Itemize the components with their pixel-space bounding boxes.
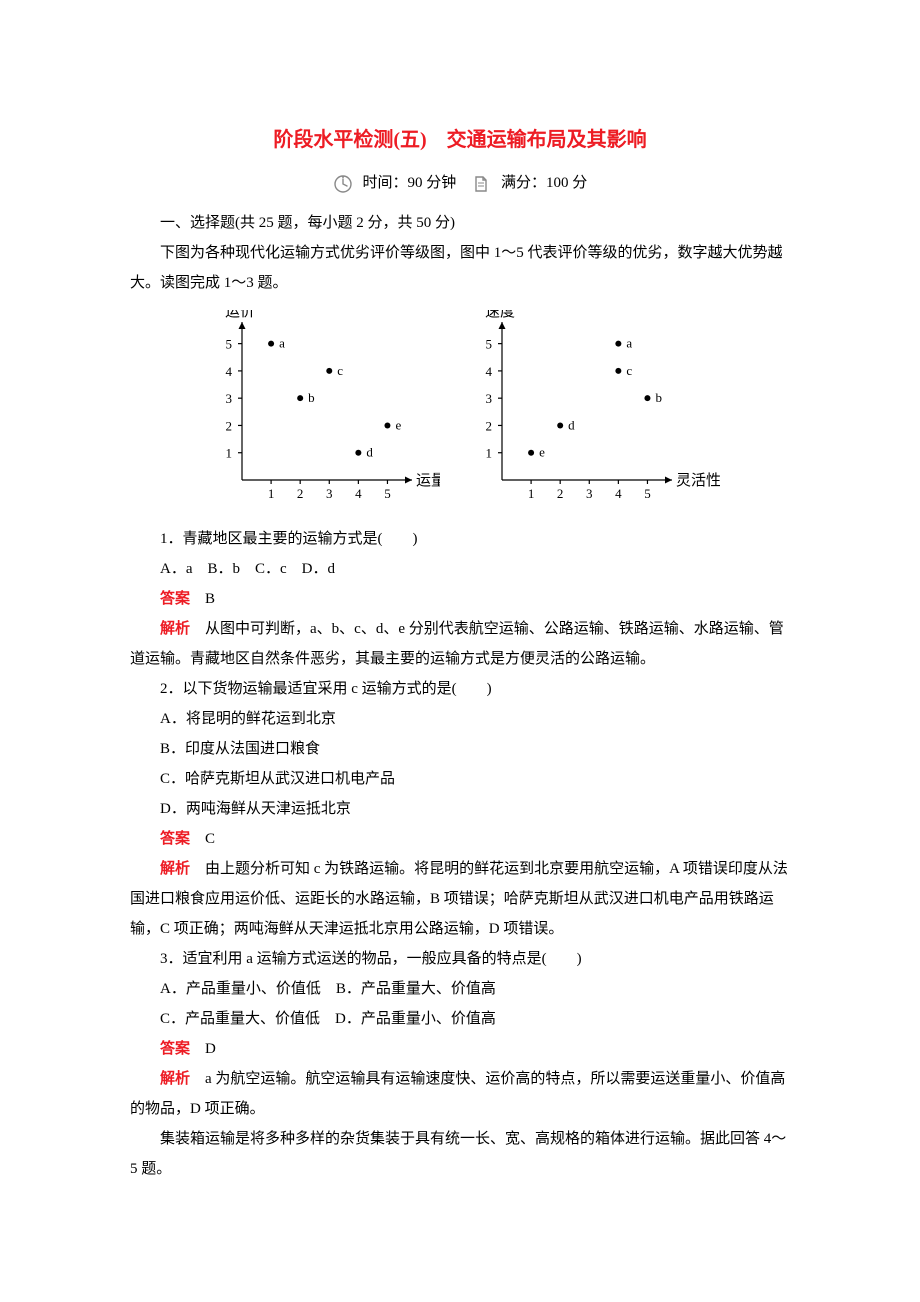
svg-text:a: a xyxy=(279,336,285,351)
svg-text:b: b xyxy=(308,390,315,405)
paper-icon xyxy=(471,174,491,194)
q2-stem: 2．以下货物运输最适宜采用 c 运输方式的是( ) xyxy=(130,674,790,704)
svg-text:运价: 运价 xyxy=(225,310,255,320)
q2-explain: 解析 由上题分析可知 c 为铁路运输。将昆明的鲜花运到北京要用航空运输，A 项错… xyxy=(130,854,790,944)
meta-line: 时间：90 分钟 满分：100 分 xyxy=(130,168,790,198)
answer-label: 答案 xyxy=(160,831,190,847)
charts-container: 1 2 3 4 5 1 2 3 4 5 运价运量 a b c d e 1 2 3 4 5 1 2 3 4 5 速度灵活性 a b c d e xyxy=(130,310,790,510)
svg-text:4: 4 xyxy=(226,364,233,379)
svg-text:d: d xyxy=(366,445,373,460)
answer-value: B xyxy=(190,591,215,607)
explain-text: a 为航空运输。航空运输具有运输速度快、运价高的特点，所以需要运送重量小、价值高… xyxy=(130,1071,785,1117)
q2-opt-a: A．将昆明的鲜花运到北京 xyxy=(130,704,790,734)
answer-label: 答案 xyxy=(160,1041,190,1057)
explain-label: 解析 xyxy=(160,1071,190,1087)
svg-text:3: 3 xyxy=(326,486,333,501)
svg-text:速度: 速度 xyxy=(485,310,515,320)
svg-text:4: 4 xyxy=(615,486,622,501)
q1-explain: 解析 从图中可判断，a、b、c、d、e 分别代表航空运输、公路运输、铁路运输、水… xyxy=(130,614,790,674)
q2-answer: 答案 C xyxy=(130,824,790,854)
chart-right: 1 2 3 4 5 1 2 3 4 5 速度灵活性 a b c d e xyxy=(460,310,720,510)
q1-stem: 1．青藏地区最主要的运输方式是( ) xyxy=(130,524,790,554)
svg-text:2: 2 xyxy=(297,486,304,501)
time-text: 时间：90 分钟 xyxy=(362,175,456,191)
svg-text:2: 2 xyxy=(226,418,233,433)
answer-label: 答案 xyxy=(160,591,190,607)
svg-text:5: 5 xyxy=(486,337,493,352)
svg-text:5: 5 xyxy=(384,486,391,501)
svg-text:3: 3 xyxy=(226,391,233,406)
svg-text:3: 3 xyxy=(586,486,593,501)
q2-opt-c: C．哈萨克斯坦从武汉进口机电产品 xyxy=(130,764,790,794)
svg-text:灵活性: 灵活性 xyxy=(676,472,720,489)
chart-left: 1 2 3 4 5 1 2 3 4 5 运价运量 a b c d e xyxy=(200,310,440,510)
tail-text: 集装箱运输是将多种多样的杂货集装于具有统一长、宽、高规格的箱体进行运输。据此回答… xyxy=(130,1124,790,1184)
svg-text:1: 1 xyxy=(486,446,493,461)
svg-text:5: 5 xyxy=(644,486,651,501)
answer-value: D xyxy=(190,1041,216,1057)
q1-options: A．a B．b C．c D．d xyxy=(130,554,790,584)
svg-text:b: b xyxy=(655,390,662,405)
svg-text:a: a xyxy=(626,336,632,351)
q3-opts-ab: A．产品重量小、价值低 B．产品重量大、价值高 xyxy=(130,974,790,1004)
svg-text:1: 1 xyxy=(268,486,275,501)
explain-text: 由上题分析可知 c 为铁路运输。将昆明的鲜花运到北京要用航空运输，A 项错误印度… xyxy=(130,861,788,937)
svg-text:d: d xyxy=(568,417,575,432)
q2-opt-d: D．两吨海鲜从天津运抵北京 xyxy=(130,794,790,824)
svg-text:c: c xyxy=(337,363,343,378)
explain-label: 解析 xyxy=(160,621,190,637)
svg-text:5: 5 xyxy=(226,337,233,352)
q3-explain: 解析 a 为航空运输。航空运输具有运输速度快、运价高的特点，所以需要运送重量小、… xyxy=(130,1064,790,1124)
svg-text:c: c xyxy=(626,363,632,378)
svg-text:1: 1 xyxy=(528,486,535,501)
svg-text:2: 2 xyxy=(557,486,564,501)
q3-answer: 答案 D xyxy=(130,1034,790,1064)
q3-opts-cd: C．产品重量大、价值低 D．产品重量小、价值高 xyxy=(130,1004,790,1034)
intro-text: 下图为各种现代化运输方式优劣评价等级图，图中 1～5 代表评价等级的优劣，数字越… xyxy=(130,238,790,298)
answer-value: C xyxy=(190,831,215,847)
page-title: 阶段水平检测(五) 交通运输布局及其影响 xyxy=(130,120,790,160)
explain-text: 从图中可判断，a、b、c、d、e 分别代表航空运输、公路运输、铁路运输、水路运输… xyxy=(130,621,784,667)
svg-text:3: 3 xyxy=(486,391,493,406)
explain-label: 解析 xyxy=(160,861,190,877)
svg-text:1: 1 xyxy=(226,446,233,461)
q1-answer: 答案 B xyxy=(130,584,790,614)
svg-text:4: 4 xyxy=(355,486,362,501)
q3-stem: 3．适宜利用 a 运输方式运送的物品，一般应具备的特点是( ) xyxy=(130,944,790,974)
q2-opt-b: B．印度从法国进口粮食 xyxy=(130,734,790,764)
svg-text:4: 4 xyxy=(486,364,493,379)
svg-text:e: e xyxy=(539,445,545,460)
clock-icon xyxy=(333,174,353,194)
svg-text:2: 2 xyxy=(486,418,493,433)
svg-text:e: e xyxy=(395,417,401,432)
section-heading: 一、选择题(共 25 题，每小题 2 分，共 50 分) xyxy=(130,208,790,238)
score-text: 满分：100 分 xyxy=(501,175,587,191)
svg-text:运量: 运量 xyxy=(416,472,440,489)
